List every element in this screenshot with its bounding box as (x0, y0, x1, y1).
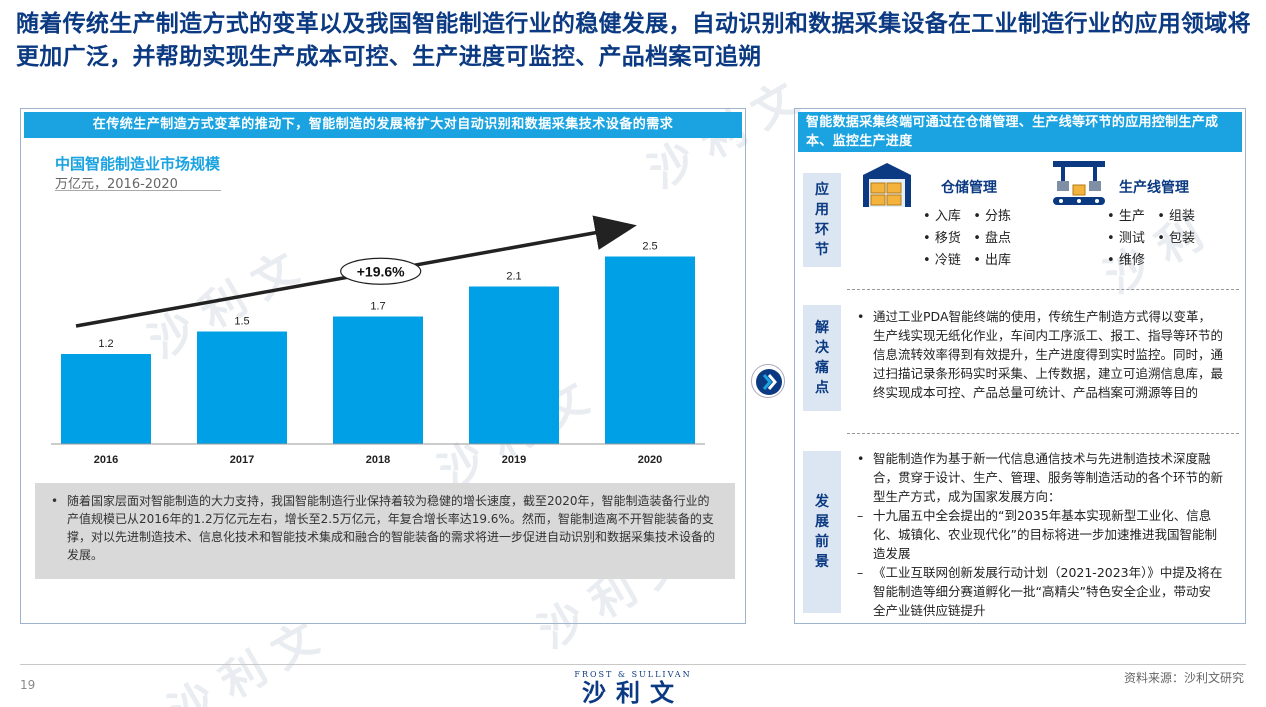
chart-title-divider (55, 190, 221, 191)
footer-divider (20, 664, 1246, 665)
bar-2019 (469, 286, 559, 444)
production-line-icon (1051, 159, 1107, 213)
warehouse-icon (859, 159, 915, 213)
left-panel-header: 在传统生产制造方式变革的推动下，智能制造的发展将扩大对自动识别和数据采集技术设备… (24, 112, 742, 138)
bar-2017 (197, 331, 287, 444)
category-label-2019: 2019 (502, 454, 526, 466)
market-summary-box: 随着国家层面对智能制造的大力支持，我国智能制造行业保持着较为稳健的增长速度，截至… (35, 483, 735, 579)
warehouse-title: 仓储管理 (941, 180, 997, 196)
bar-2016 (61, 354, 151, 444)
brand-chinese: 沙利文 (582, 679, 684, 707)
cagr-label: +19.6% (357, 263, 405, 279)
pain-points-text: 通过工业PDA智能终端的使用，传统生产制造方式得以变革，生产线实现无纸化作业，车… (855, 307, 1223, 402)
tab-outlook: 发展前景 (803, 451, 841, 613)
outlook-text: 智能制造作为基于新一代信息通信技术与先进制造技术深度融合，贯穿于设计、生产、管理… (855, 449, 1223, 620)
bar-2020 (605, 256, 695, 444)
right-panel-header: 智能数据采集终端可通过在仓储管理、生产线等环节的应用控制生产成本、监控生产进度 (798, 112, 1242, 152)
market-size-panel: 在传统生产制造方式变革的推动下，智能制造的发展将扩大对自动识别和数据采集技术设备… (20, 108, 746, 624)
source-note: 资料来源：沙利文研究 (1123, 671, 1244, 685)
market-summary-text: 随着国家层面对智能制造的大力支持，我国智能制造行业保持着较为稳健的增长速度，截至… (49, 492, 721, 564)
application-panel: 智能数据采集终端可通过在仓储管理、生产线等环节的应用控制生产成本、监控生产进度 … (794, 108, 1246, 624)
value-label-2016: 1.2 (98, 338, 113, 350)
production-line-title: 生产线管理 (1119, 180, 1189, 196)
market-size-bar-chart: 1.2 2016 1.5 2017 1.7 2018 2.1 2019 2.5 2020 +19.… (51, 215, 705, 466)
value-label-2017: 1.5 (234, 316, 249, 328)
category-label-2016: 2016 (94, 454, 118, 466)
section-divider (847, 433, 1239, 434)
warehouse-list: • 入库 • 分拣 • 移货 • 盘点 • 冷链 • 出库 (923, 209, 1012, 268)
page-title: 随着传统生产制造方式的变革以及我国智能制造行业的稳健发展，自动识别和数据采集设备… (16, 11, 1251, 70)
page-number: 19 (20, 678, 36, 692)
next-arrow-icon (751, 364, 785, 398)
category-label-2020: 2020 (638, 454, 662, 466)
value-label-2018: 1.7 (370, 301, 385, 313)
chart-title: 中国智能制造业市场规模 (55, 155, 221, 173)
category-label-2017: 2017 (230, 454, 254, 466)
production-line-list: • 生产 • 组装 • 测试 • 包装 • 维修 (1107, 209, 1196, 268)
brand-english: FROST & SULLIVAN (574, 670, 692, 679)
bar-2018 (333, 316, 423, 444)
category-label-2018: 2018 (366, 454, 390, 466)
tab-application: 应用环节 (803, 173, 841, 267)
tab-pain-points: 解决痛点 (803, 305, 841, 411)
value-label-2020: 2.5 (642, 241, 657, 253)
value-label-2019: 2.1 (506, 271, 521, 283)
section-divider (847, 289, 1239, 290)
cagr-bubble (340, 257, 422, 285)
chart-subtitle: 万亿元，2016-2020 (55, 177, 178, 192)
brand-logo: FROST & SULLIVAN 沙利文 (563, 670, 703, 707)
